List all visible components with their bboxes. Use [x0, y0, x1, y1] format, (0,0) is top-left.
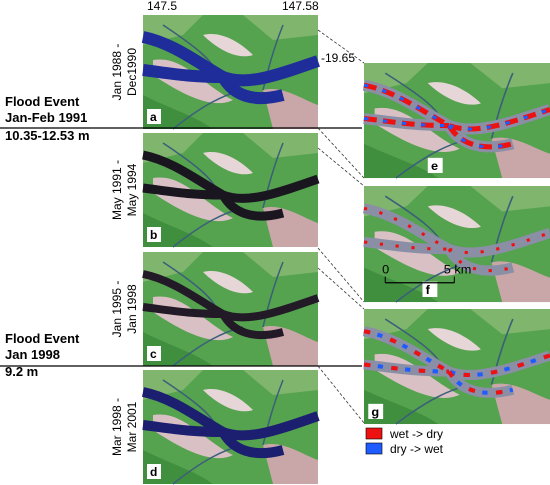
panel-letter: g: [371, 405, 379, 419]
legend-swatch: [365, 442, 383, 455]
period-label: Dec1990: [125, 48, 139, 96]
scale-start: 0: [382, 263, 389, 277]
period-label: Mar 2001: [125, 401, 139, 452]
panel-letter: d: [150, 465, 157, 479]
event-title: Flood Event: [5, 331, 80, 346]
period-label: May 1991 -: [110, 160, 124, 220]
panel-d: d: [143, 369, 318, 485]
legend-label: wet -> dry: [389, 427, 443, 441]
scale-end: 5 km: [444, 263, 472, 277]
connector: [317, 29, 365, 424]
panel-e: e: [364, 62, 550, 179]
lon-label: 147.58: [282, 0, 319, 13]
period-label: Jan 1995 -: [110, 281, 124, 338]
period-label: Mar 1998 -: [110, 398, 124, 456]
event-date: Jan 1998: [5, 347, 60, 362]
panel-a: a: [143, 14, 318, 130]
lon-label: 147.5: [147, 0, 177, 13]
legend-label: dry -> wet: [390, 442, 444, 456]
period-label: Jan 1998: [125, 284, 139, 334]
period-label: May 1994: [125, 163, 139, 216]
panel-letter: e: [431, 159, 438, 173]
event-date: Jan-Feb 1991: [5, 110, 87, 125]
panel-letter: c: [150, 347, 157, 361]
event-level: 10.35-12.53 m: [5, 128, 90, 143]
period-label: Jan 1988 -: [110, 44, 124, 101]
legend-swatch: [365, 427, 383, 440]
lat-label: -19.65: [321, 51, 355, 65]
panel-f: f 0 5 km: [364, 185, 550, 303]
panel-b: b: [143, 132, 318, 248]
panel-letter: a: [150, 110, 157, 124]
panel-c: c: [143, 251, 318, 367]
panel-letter: b: [150, 228, 157, 242]
panel-letter: f: [426, 283, 431, 297]
event-level: 9.2 m: [5, 364, 38, 379]
event-title: Flood Event: [5, 94, 80, 109]
panel-g: g: [364, 308, 550, 425]
